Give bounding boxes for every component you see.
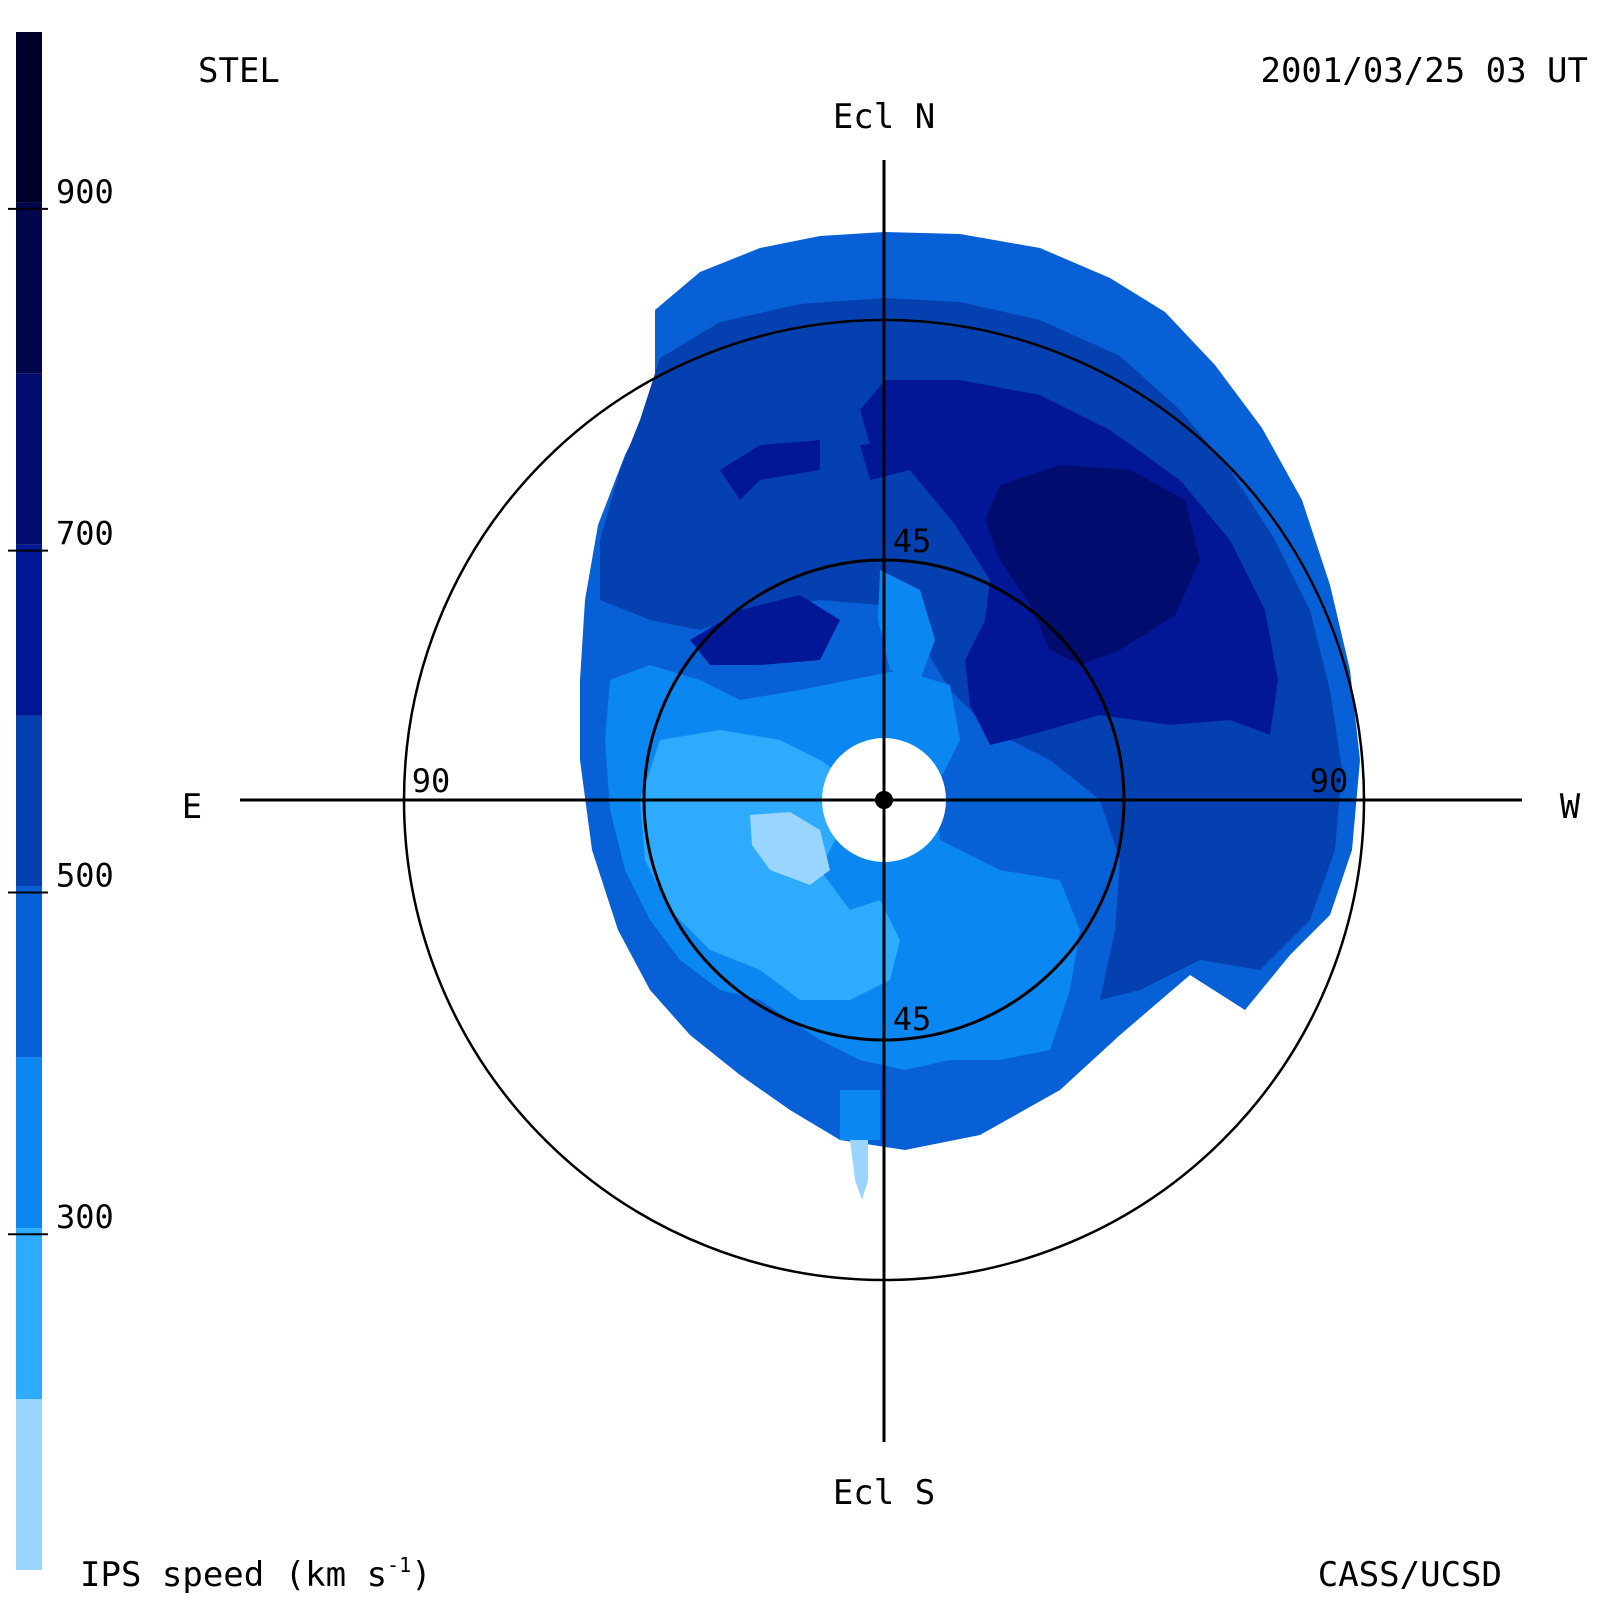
speed-contour-region — [750, 812, 830, 885]
speed-contour-region — [878, 570, 935, 680]
outer-circle-right-label: 90 — [1310, 762, 1349, 800]
colorbar-band — [16, 32, 42, 203]
colorbar-bands — [16, 32, 42, 1570]
speed-contour-region — [690, 595, 840, 665]
colorbar-ticks: 300 500 700 900 — [8, 173, 114, 1236]
inner-circle-top-label: 45 — [893, 522, 932, 560]
speed-contour-region — [850, 1140, 868, 1200]
east-label: E — [182, 787, 202, 827]
colorbar-tick-label: 700 — [56, 515, 114, 553]
ecliptic-north-label: Ecl N — [833, 97, 935, 137]
sun-center-dot — [875, 791, 893, 809]
colorbar-band — [16, 1399, 42, 1570]
speed-field — [580, 232, 1360, 1200]
timestamp-label: 2001/03/25 03 UT — [1260, 51, 1588, 91]
colorbar-tick-label: 900 — [56, 173, 114, 211]
colorbar-tick-label: 500 — [56, 856, 114, 894]
colorbar-band — [16, 544, 42, 716]
colorbar-band — [16, 1228, 42, 1400]
colorbar-tick-label: 300 — [56, 1198, 114, 1236]
observatory-label: STEL — [198, 51, 280, 91]
colorbar-band — [16, 373, 42, 545]
colorbar-band — [16, 715, 42, 887]
west-label: W — [1560, 787, 1581, 827]
ecliptic-south-label: Ecl S — [833, 1473, 935, 1513]
colorbar-band — [16, 1057, 42, 1229]
sky-map: Ecl N Ecl S E W 45 45 90 90 — [182, 97, 1581, 1513]
colorbar-band — [16, 886, 42, 1058]
colorbar-title: IPS speed (km s-1) — [80, 1553, 432, 1595]
inner-circle-bottom-label: 45 — [893, 1000, 932, 1038]
credit-label: CASS/UCSD — [1318, 1555, 1502, 1595]
speed-contour-region — [840, 1090, 880, 1140]
colorbar: 300 500 700 900 — [8, 32, 114, 1570]
colorbar-band — [16, 202, 42, 374]
speed-contour-region — [720, 440, 820, 500]
outer-circle-left-label: 90 — [412, 762, 451, 800]
